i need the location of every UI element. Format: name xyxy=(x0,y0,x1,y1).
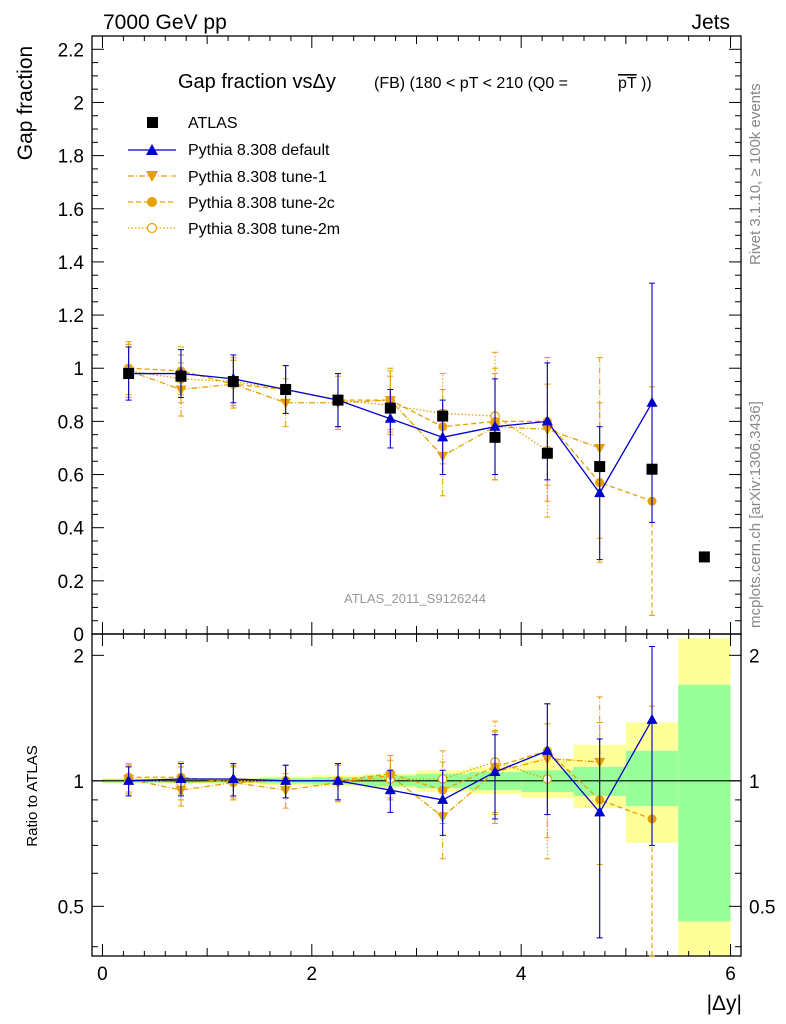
ratio-y-tick-label-right: 2 xyxy=(749,646,760,667)
ratio-y-tick-label: 1 xyxy=(73,772,84,793)
y-tick-label: 0.8 xyxy=(58,412,84,433)
ratio-y-tick-label-right: 0.5 xyxy=(749,897,775,918)
legend-default: Pythia 8.308 default xyxy=(188,142,330,159)
y-tick-label: 1.8 xyxy=(58,147,84,168)
atlas-data-point xyxy=(489,431,501,443)
series-ratio-point xyxy=(175,773,187,784)
y-tick-label: 0.2 xyxy=(58,572,84,593)
rivet-version-label: Rivet 3.1.10, ≥ 100k events xyxy=(747,83,764,265)
chart-title: Gap fraction vsΔy (FB) (180 < pT < 210 (… xyxy=(178,71,652,93)
series-ratio-point xyxy=(489,765,501,776)
atlas-data-point xyxy=(646,463,658,475)
band-inner-11 xyxy=(678,684,731,922)
header-jets-label: Jets xyxy=(691,11,730,34)
title-suffix: (FB) (180 < pT < 210 (Q0 = xyxy=(374,75,568,92)
x-axis-label: |Δy| xyxy=(707,992,742,1015)
series-line xyxy=(128,370,548,452)
atlas-data-point xyxy=(594,461,606,473)
analysis-watermark: ATLAS_2011_S9126244 xyxy=(344,591,486,606)
y-tick-label: 1.2 xyxy=(58,306,84,327)
series-point xyxy=(594,487,606,498)
legend: ATLAS Pythia 8.308 default Pythia 8.308 … xyxy=(128,115,340,238)
y-tick-label: 1.4 xyxy=(58,253,85,274)
legend-tune2m: Pythia 8.308 tune-2m xyxy=(188,221,340,238)
atlas-data-point xyxy=(280,383,292,395)
legend-default-marker xyxy=(146,144,158,155)
title-pt-bar: pT xyxy=(618,75,637,92)
series-ratio-point xyxy=(384,784,396,795)
atlas-data xyxy=(123,368,710,563)
series-point xyxy=(646,396,658,407)
atlas-data-point xyxy=(541,447,553,459)
legend-tune1: Pythia 8.308 tune-1 xyxy=(188,169,327,186)
legend-atlas-marker xyxy=(147,117,158,128)
atlas-data-point xyxy=(437,410,449,422)
x-tick-label: 0 xyxy=(97,964,108,985)
ratio-y-axis-label: Ratio to ATLAS xyxy=(24,745,41,846)
series-ratio-point xyxy=(646,713,658,724)
atlas-data-point xyxy=(227,376,239,388)
x-tick-label: 2 xyxy=(307,964,318,985)
y-tick-label: 2.2 xyxy=(58,40,84,61)
ratio-y-tick-label: 0.5 xyxy=(58,897,84,918)
header-energy-label: 7000 GeV pp xyxy=(103,11,227,34)
mcplots-reference-label: mcplots.cern.ch [arXiv:1306.3436] xyxy=(747,401,764,628)
y-tick-label: 1 xyxy=(73,359,84,380)
series-point xyxy=(384,412,396,423)
legend-atlas: ATLAS xyxy=(188,115,238,132)
title-main: Gap fraction vsΔy xyxy=(178,71,336,93)
series-point xyxy=(437,431,449,442)
series-ratio-point xyxy=(332,774,344,785)
y-tick-label: 0.6 xyxy=(58,466,84,487)
series-point xyxy=(489,420,501,431)
ratio-y-tick-label-right: 1 xyxy=(749,772,760,793)
series-ratio-line xyxy=(128,761,548,784)
series-point xyxy=(541,415,553,426)
legend-tune1-marker xyxy=(146,171,158,182)
y-tick-label: 0 xyxy=(73,625,84,646)
legend-tune2m-marker xyxy=(146,222,158,234)
y-axis-label: Gap fraction xyxy=(14,46,37,160)
legend-tune2c: Pythia 8.308 tune-2c xyxy=(188,195,335,212)
atlas-data-point xyxy=(384,402,396,414)
ratio-y-tick-label: 2 xyxy=(73,646,84,667)
x-tick-label: 4 xyxy=(516,964,527,985)
series-ratio-point xyxy=(227,773,239,784)
atlas-data-point xyxy=(698,551,710,563)
series-ratio-line xyxy=(128,758,600,818)
y-tick-label: 0.4 xyxy=(58,519,85,540)
series-ratio-point xyxy=(280,774,292,785)
series-ratio-point xyxy=(123,774,135,785)
y-tick-label: 2 xyxy=(73,93,84,114)
ratio-uncertainty-bands xyxy=(102,638,731,956)
atlas-data-point xyxy=(123,368,135,380)
y-tick-label: 1.6 xyxy=(58,200,84,221)
title-close: )) xyxy=(641,75,652,92)
series-line xyxy=(128,370,600,457)
series-ratio-point xyxy=(594,806,606,817)
legend-tune2c-marker xyxy=(147,197,157,207)
series-ratio-point xyxy=(541,744,553,755)
series-ratio-point xyxy=(437,793,449,804)
chart-plot-area: 0 2 4 600.20.40.60.811.21.41.61.822.20.5 0.5… xyxy=(58,35,775,985)
atlas-data-point xyxy=(332,394,344,406)
x-tick-label: 6 xyxy=(725,964,736,985)
atlas-data-point xyxy=(175,370,187,382)
